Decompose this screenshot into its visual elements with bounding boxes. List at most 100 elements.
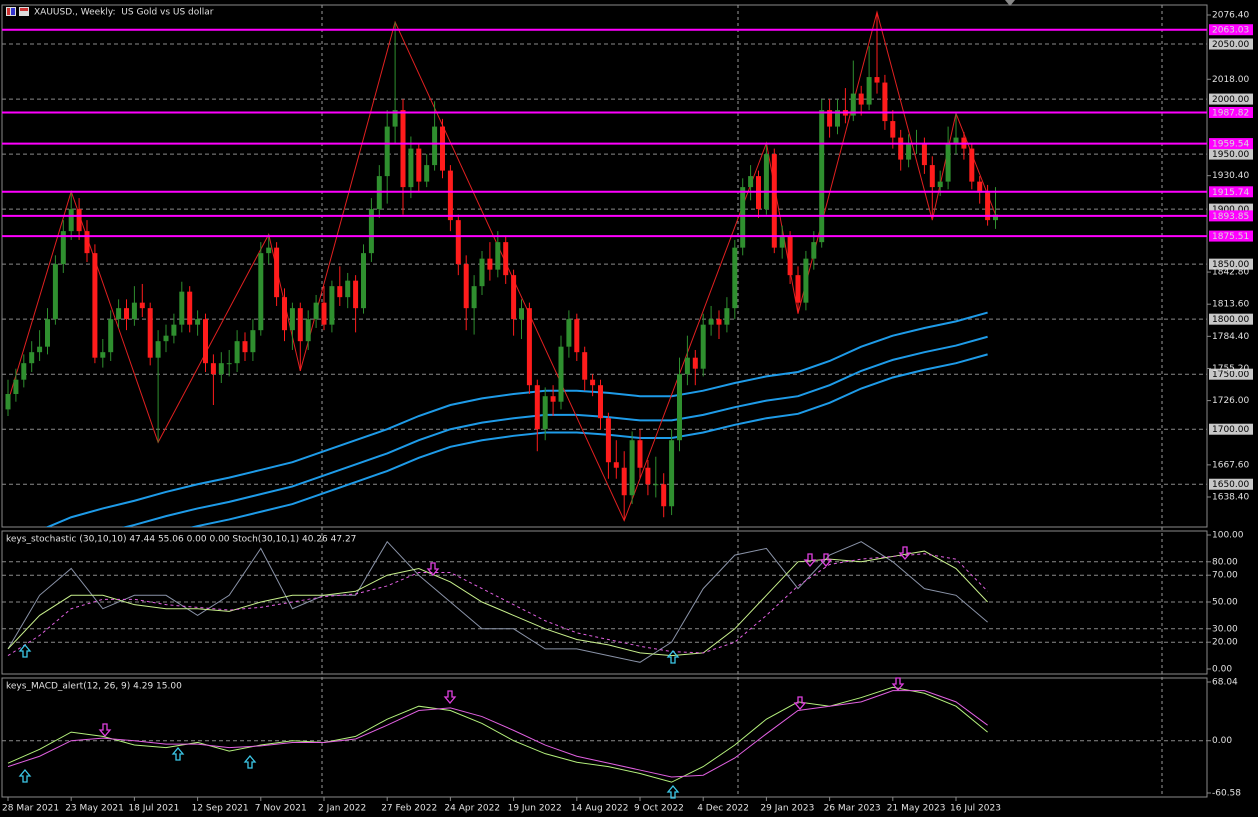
candle-body [953,137,959,144]
level-value-label: 1987.82 [1212,108,1249,118]
candle-body [258,253,264,331]
level-label-box [1209,38,1253,50]
x-tick-label: 23 May 2021 [65,804,124,814]
indicator-plot [2,540,1207,663]
candle-body [811,242,817,259]
candle-body [440,126,445,171]
candle-body [684,357,690,375]
level-label-box [1209,368,1253,380]
macd-panel [1,677,1208,798]
level-label-box [1209,148,1253,160]
x-tick-label: 7 Nov 2021 [255,804,307,814]
candle-body [353,280,359,309]
candle-body [282,297,287,331]
candle-body [305,319,311,342]
x-tick-label: 2 Jan 2022 [318,804,366,814]
y-tick-label: 2018.00 [1212,75,1249,85]
candle-body [700,324,706,369]
level-label: 1900.00 [1212,205,1249,215]
candle-body [574,319,580,353]
buy-arrow [19,769,31,783]
candle-body [416,148,422,182]
level-label-box [1209,313,1253,325]
candle-body [993,214,998,221]
candle-body [471,286,477,309]
candle-body [368,209,374,254]
y-tick-label: 1638.40 [1212,493,1249,503]
candle-body [424,165,430,182]
candle-body [68,209,74,232]
buy-arrow [667,650,679,664]
buy-arrow [19,644,31,658]
candle-body [645,467,651,485]
candle-body [566,319,572,347]
indicator-line [7,540,988,663]
candle-body [740,187,746,248]
y-tick-label: 1930.40 [1212,171,1249,181]
candle-body [858,93,864,105]
candle-body [495,242,501,270]
candle-body [400,110,406,188]
candle-body [455,220,461,265]
level-value-label: 1893.85 [1212,212,1249,222]
level-label: 1700.00 [1212,425,1249,435]
candle-body [37,346,43,353]
y-tick-label: -60.58 [1212,789,1241,799]
x-tick-label: 27 Feb 2022 [381,804,437,814]
x-tick-label: 29 Jan 2023 [760,804,814,814]
candle-body [408,148,414,188]
candle-body [313,302,319,320]
candle-body [84,231,90,254]
candle-body [874,77,880,83]
candle-body [329,286,335,325]
level-label-box [1209,203,1253,215]
candle-body [708,319,714,325]
zigzag-line [7,10,996,522]
y-tick-label: 1726.00 [1212,396,1249,406]
candle-body [297,308,303,342]
y-tick-label: 2076.40 [1212,11,1249,21]
candle-body [187,291,193,325]
candle-body [542,396,548,430]
candle-body [835,110,840,127]
candle-body [226,363,232,365]
candle-body [795,275,801,303]
candle-body [203,319,208,364]
price-panel [1,4,1208,528]
candle-body [60,231,66,265]
candle-body [5,393,11,410]
indicator-line [7,690,988,778]
candle-body [716,319,722,325]
candle-body [732,247,738,309]
x-tick-label: 18 Jul 2021 [128,804,179,814]
candle-body [321,302,327,325]
level-value-box [1209,24,1253,36]
y-tick-label: 50.00 [1212,598,1238,608]
candle-body [677,374,682,441]
candle-body [511,275,517,320]
envelope-line [45,311,988,527]
level-label: 1650.00 [1212,480,1249,490]
candle-body [234,341,240,364]
y-tick-label: 68.04 [1212,678,1238,688]
candle-body [242,341,248,353]
level-value-label: 2063.03 [1212,26,1249,36]
sell-arrow [804,553,816,567]
level-value-box [1209,106,1253,118]
level-label-box [1209,423,1253,435]
candle-body [526,308,532,386]
panel-title: keys_MACD_alert(12, 26, 9) 4.29 15.00 [6,682,182,692]
candle-body [432,126,438,166]
y-tick-label: 80.00 [1212,557,1238,567]
indicator-line [7,686,988,783]
candle-body [21,363,27,380]
candle-body [985,192,991,221]
candle-body [898,137,904,160]
x-tick-label: 14 Aug 2022 [571,804,629,814]
candle-body [827,110,833,127]
candle-body [92,253,98,358]
candle-body [29,352,35,364]
candle-body [534,385,540,430]
level-label: 1800.00 [1212,315,1249,325]
